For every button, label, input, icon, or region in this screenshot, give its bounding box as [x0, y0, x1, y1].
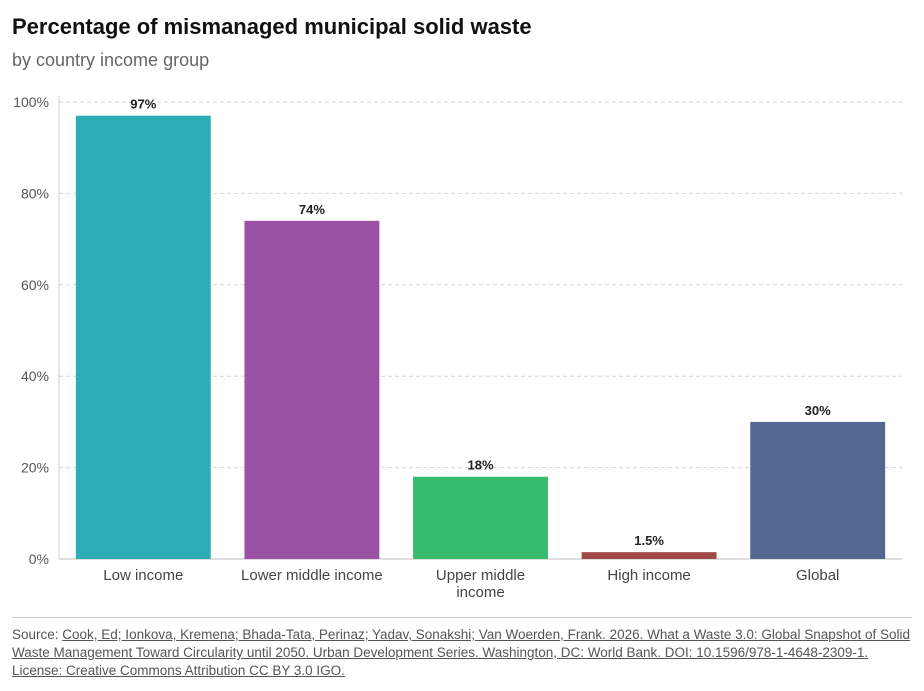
x-tick-label: Global — [796, 567, 839, 584]
bar — [75, 115, 211, 560]
y-tick-label: 100% — [13, 94, 49, 110]
y-tick-label: 20% — [21, 460, 49, 476]
bar — [581, 552, 717, 559]
source-divider — [12, 617, 912, 618]
x-tick-label: income — [456, 584, 504, 601]
source-prefix: Source: — [12, 627, 63, 642]
bar — [413, 476, 548, 559]
chart-title: Percentage of mismanaged municipal solid… — [12, 14, 532, 39]
data-label: 30% — [805, 403, 831, 418]
x-tick-label: High income — [607, 567, 690, 584]
data-label: 97% — [130, 97, 156, 112]
chart-subtitle: by country income group — [12, 50, 210, 70]
source-link[interactable]: Cook, Ed; Ionkova, Kremena; Bhada-Tata, … — [12, 627, 911, 678]
x-tick-label: Low income — [103, 567, 183, 584]
bar — [750, 421, 886, 559]
data-label: 1.5% — [634, 533, 664, 548]
y-tick-label: 40% — [21, 368, 49, 384]
bar-chart: 0% 20% 40% 60% 80% 100% 97% Low income 74% Lower … — [13, 94, 902, 601]
x-tick-label: Lower middle income — [241, 567, 383, 584]
data-label: 74% — [299, 202, 325, 217]
y-tick-label: 0% — [29, 551, 49, 567]
data-label: 18% — [467, 458, 493, 473]
x-tick-label: Upper middle — [436, 567, 525, 584]
bar — [244, 220, 380, 559]
source-note: Source: Cook, Ed; Ionkova, Kremena; Bhad… — [12, 626, 912, 680]
y-tick-label: 60% — [21, 277, 49, 293]
y-tick-label: 80% — [21, 185, 49, 201]
